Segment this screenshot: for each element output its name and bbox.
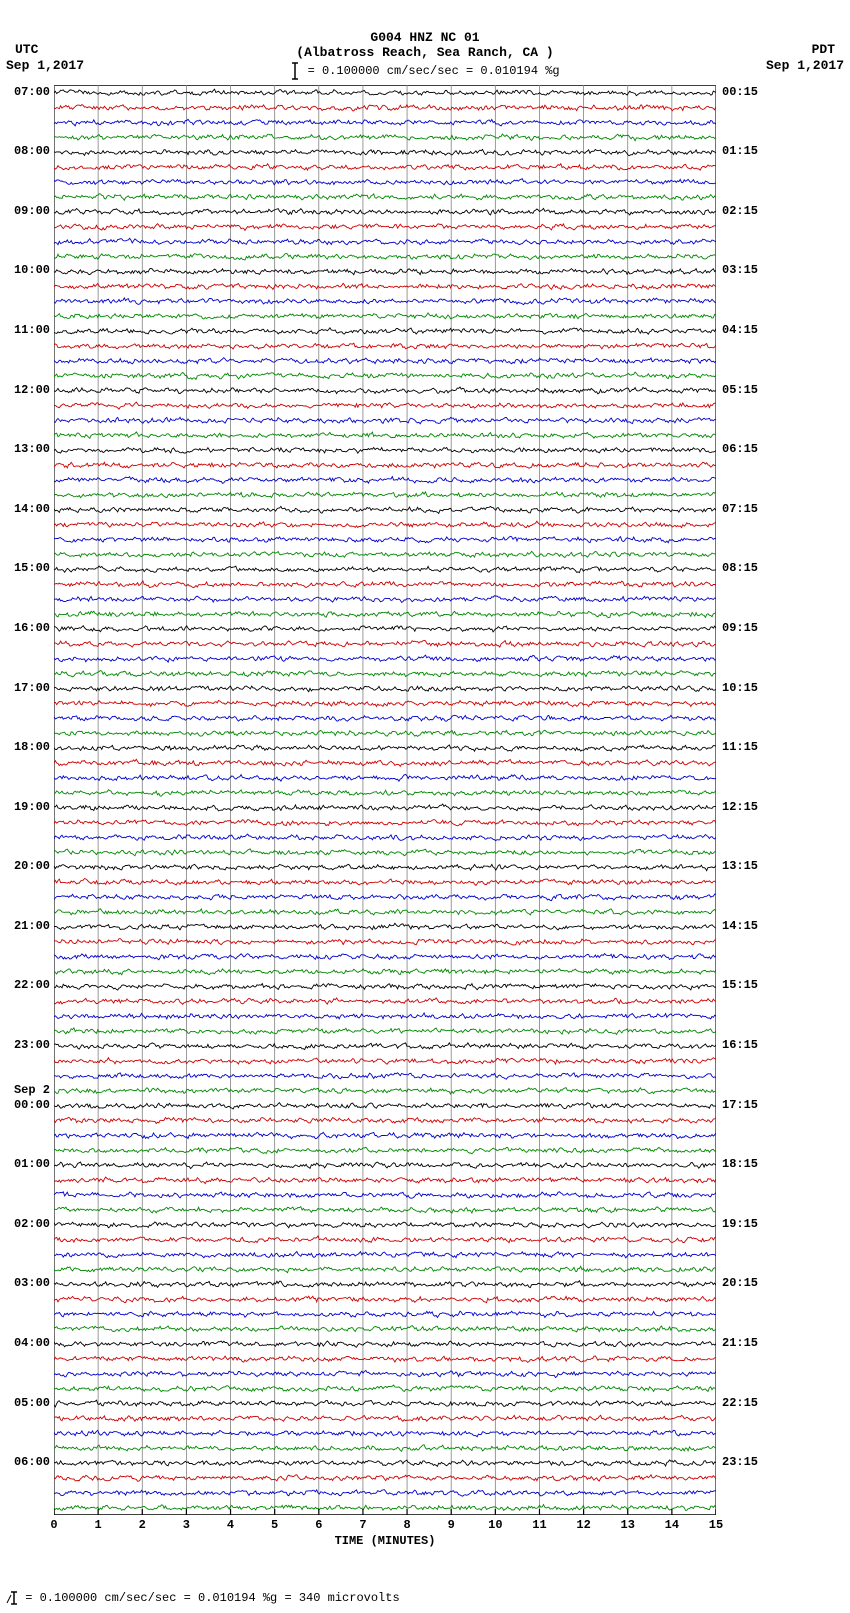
left-hour-label: 13:00 <box>14 442 50 456</box>
x-tick-label: 1 <box>90 1518 106 1532</box>
right-hour-label: 21:15 <box>722 1336 758 1350</box>
left-hour-label: 17:00 <box>14 681 50 695</box>
x-tick-label: 13 <box>620 1518 636 1532</box>
timezone-left-label: UTC <box>15 42 38 57</box>
left-hour-label: 03:00 <box>14 1276 50 1290</box>
left-hour-label: 20:00 <box>14 859 50 873</box>
left-hour-label: 23:00 <box>14 1038 50 1052</box>
right-hour-label: 06:15 <box>722 442 758 456</box>
left-hour-label: 04:00 <box>14 1336 50 1350</box>
left-hour-label: 05:00 <box>14 1396 50 1410</box>
footer-scale-bar-icon <box>4 1591 18 1605</box>
left-hour-label: 19:00 <box>14 800 50 814</box>
left-hour-label: 09:00 <box>14 204 50 218</box>
right-hour-label: 04:15 <box>722 323 758 337</box>
left-hour-label: 16:00 <box>14 621 50 635</box>
scale-bar-icon <box>290 62 300 80</box>
x-tick-label: 0 <box>46 1518 62 1532</box>
right-hour-label: 23:15 <box>722 1455 758 1469</box>
timezone-right-label: PDT <box>812 42 835 57</box>
x-tick-label: 3 <box>178 1518 194 1532</box>
left-hour-label: 21:00 <box>14 919 50 933</box>
left-time-labels: 07:00 08:00 09:00 10:00 11:00 12:00 13:00 14:00… <box>6 85 52 1515</box>
seismogram-svg <box>54 85 716 1515</box>
x-tick-label: 9 <box>443 1518 459 1532</box>
right-time-labels: 00:15 01:15 02:15 03:15 04:15 05:15 06:15 07:15… <box>720 85 780 1515</box>
scale-info-header: = 0.100000 cm/sec/sec = 0.010194 %g <box>0 62 850 80</box>
scale-text: = 0.100000 cm/sec/sec = 0.010194 %g <box>308 64 560 78</box>
x-tick-label: 7 <box>355 1518 371 1532</box>
left-hour-label: 06:00 <box>14 1455 50 1469</box>
left-hour-label: 11:00 <box>14 323 50 337</box>
station-location: (Albatross Reach, Sea Ranch, CA ) <box>0 45 850 60</box>
right-hour-label: 05:15 <box>722 383 758 397</box>
right-hour-label: 19:15 <box>722 1217 758 1231</box>
left-hour-label: 02:00 <box>14 1217 50 1231</box>
day-break-label: Sep 2 <box>14 1083 50 1097</box>
right-hour-label: 03:15 <box>722 263 758 277</box>
right-hour-label: 16:15 <box>722 1038 758 1052</box>
right-hour-label: 12:15 <box>722 800 758 814</box>
right-hour-label: 11:15 <box>722 740 758 754</box>
station-title: G004 HNZ NC 01 <box>0 0 850 45</box>
x-tick-label: 15 <box>708 1518 724 1532</box>
right-hour-label: 14:15 <box>722 919 758 933</box>
right-hour-label: 10:15 <box>722 681 758 695</box>
left-hour-label: 18:00 <box>14 740 50 754</box>
seismogram-container: UTC Sep 1,2017 PDT Sep 1,2017 G004 HNZ N… <box>0 0 850 1613</box>
left-hour-label: 10:00 <box>14 263 50 277</box>
left-hour-label: 12:00 <box>14 383 50 397</box>
right-hour-label: 00:15 <box>722 85 758 99</box>
right-hour-label: 13:15 <box>722 859 758 873</box>
right-hour-label: 15:15 <box>722 978 758 992</box>
x-tick-label: 10 <box>487 1518 503 1532</box>
left-hour-label: 22:00 <box>14 978 50 992</box>
right-hour-label: 20:15 <box>722 1276 758 1290</box>
footer-scale: = 0.100000 cm/sec/sec = 0.010194 %g = 34… <box>4 1591 400 1605</box>
left-hour-label: 14:00 <box>14 502 50 516</box>
date-left-label: Sep 1,2017 <box>6 58 84 73</box>
right-hour-label: 08:15 <box>722 561 758 575</box>
left-hour-label: 15:00 <box>14 561 50 575</box>
footer-text: = 0.100000 cm/sec/sec = 0.010194 %g = 34… <box>25 1591 399 1605</box>
left-hour-label: 00:00 <box>14 1098 50 1112</box>
x-tick-label: 6 <box>311 1518 327 1532</box>
right-hour-label: 07:15 <box>722 502 758 516</box>
x-tick-label: 8 <box>399 1518 415 1532</box>
right-hour-label: 18:15 <box>722 1157 758 1171</box>
right-hour-label: 09:15 <box>722 621 758 635</box>
right-hour-label: 17:15 <box>722 1098 758 1112</box>
x-tick-label: 12 <box>576 1518 592 1532</box>
x-tick-label: 4 <box>223 1518 239 1532</box>
x-tick-label: 11 <box>531 1518 547 1532</box>
left-hour-label: 01:00 <box>14 1157 50 1171</box>
left-hour-label: 08:00 <box>14 144 50 158</box>
right-hour-label: 01:15 <box>722 144 758 158</box>
x-tick-label: 5 <box>267 1518 283 1532</box>
seismogram-plot <box>54 85 716 1515</box>
x-tick-label: 14 <box>664 1518 680 1532</box>
date-right-label: Sep 1,2017 <box>766 58 844 73</box>
left-hour-label: 07:00 <box>14 85 50 99</box>
right-hour-label: 22:15 <box>722 1396 758 1410</box>
right-hour-label: 02:15 <box>722 204 758 218</box>
x-tick-label: 2 <box>134 1518 150 1532</box>
x-axis-title: TIME (MINUTES) <box>54 1534 716 1548</box>
